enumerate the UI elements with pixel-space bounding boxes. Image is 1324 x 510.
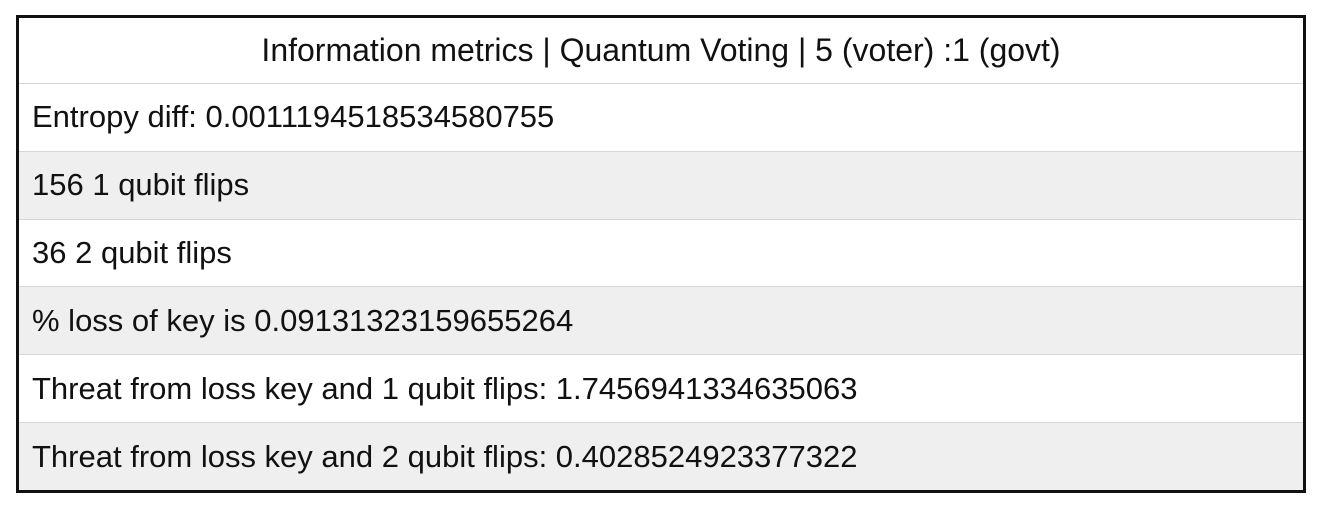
metric-row-threat-one-qubit: Threat from loss key and 1 qubit flips: … bbox=[19, 355, 1303, 424]
panel-title: Information metrics | Quantum Voting | 5… bbox=[19, 18, 1303, 84]
metric-row-two-qubit-flips: 36 2 qubit flips bbox=[19, 219, 1303, 288]
metric-row-one-qubit-flips: 156 1 qubit flips bbox=[19, 151, 1303, 220]
metric-row-entropy-diff: Entropy diff: 0.0011194518534580755 bbox=[19, 84, 1303, 152]
information-metrics-panel: Information metrics | Quantum Voting | 5… bbox=[16, 15, 1306, 493]
metric-row-threat-two-qubit: Threat from loss key and 2 qubit flips: … bbox=[19, 423, 1303, 490]
metric-row-key-loss: % loss of key is 0.09131323159655264 bbox=[19, 287, 1303, 356]
